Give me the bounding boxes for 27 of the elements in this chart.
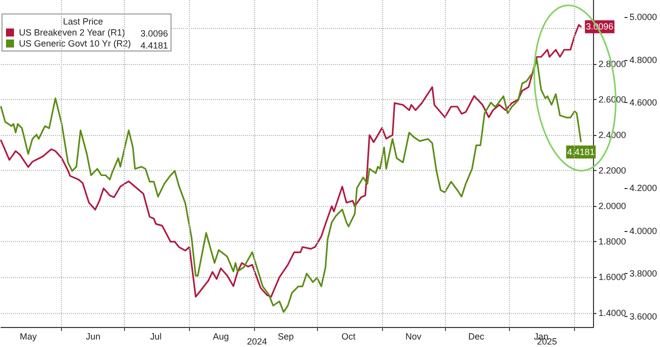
x-tick-label: Aug (212, 332, 229, 342)
x-tick-label: May (20, 332, 38, 342)
y2-tick-label: 4.0000 (629, 226, 658, 236)
x-tick-label: Jun (86, 332, 100, 342)
y-tick-label: 2.0000 (598, 201, 626, 212)
x-tick-label: Sep (278, 332, 294, 342)
y-tick-label: 1.8000 (598, 236, 626, 247)
y-tick-label: 1.4000 (598, 308, 626, 318)
text: 2024 (246, 336, 268, 346)
y2-tick-label: 4.6000 (629, 98, 658, 108)
x-tick-label: Jul (150, 332, 162, 342)
y2-tick-label: 4.8000 (629, 54, 658, 65)
y-tick-label: 2.2000 (598, 166, 626, 176)
legend-label: US Generic Govt 10 Yr (R2) (19, 38, 131, 48)
x-tick-label: Nov (405, 332, 422, 342)
x-tick-label: Oct (342, 332, 356, 342)
y2-tick-label: 3.6000 (629, 311, 658, 322)
legend-label: US Breakeven 2 Year (R1) (19, 28, 126, 38)
y2-tick-label: 3.8000 (629, 268, 658, 279)
y-tick-label: 1.6000 (598, 272, 626, 282)
y2-tick-label: 5.0000 (629, 12, 658, 22)
data-label: 4.4181 (567, 146, 595, 157)
legend-title: Last Price (63, 16, 104, 26)
text: 4.4181 (140, 40, 168, 50)
y2-tick-label: 4.2000 (629, 183, 658, 194)
x-tick-label: Dec (468, 332, 485, 342)
text: 3.0096 (140, 28, 168, 38)
